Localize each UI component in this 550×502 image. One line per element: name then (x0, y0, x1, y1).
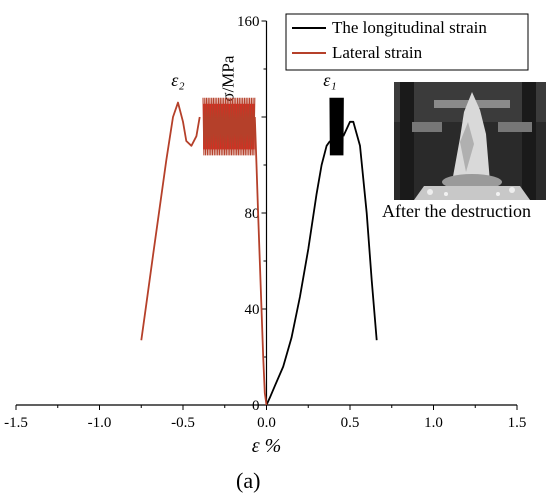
legend-label: Lateral strain (332, 43, 423, 62)
axes: -1.5 -1.0 -0.5 0.0 0.5 1.0 1.5 0 40 80 160 ε % σ/MPa (4, 14, 526, 457)
x-tick-label: 1.5 (508, 415, 527, 431)
curve-annotation: ε₁ (323, 70, 336, 90)
series-longitudinal-loading (265, 140, 331, 406)
x-tick-label: -1.5 (4, 415, 28, 431)
series-layer (140, 97, 378, 406)
annotations: ε₂ ε₁ (171, 70, 336, 90)
x-tick-label: 0.0 (257, 415, 276, 431)
x-tick-label: -1.0 (88, 415, 112, 431)
series-lateral-unloading (253, 116, 268, 406)
y-axis-label: σ/MPa (219, 55, 238, 101)
series-longitudinal-cyclic (329, 97, 344, 156)
legend: The longitudinal strain Lateral strain (285, 13, 529, 71)
y-tick-label: 0 (252, 398, 260, 414)
specimen-photo (394, 82, 546, 200)
legend-label: The longitudinal strain (332, 18, 487, 37)
x-tick-label: -0.5 (171, 415, 195, 431)
series-longitudinal-unloading (342, 120, 378, 341)
x-tick-label: 0.5 (341, 415, 360, 431)
x-tick-label: 1.0 (424, 415, 443, 431)
y-tick-label: 160 (237, 14, 260, 30)
x-axis-label: ε % (252, 435, 282, 457)
series-lateral-cyclic (202, 97, 256, 156)
series-lateral-loading (140, 101, 201, 341)
legend-box (285, 13, 529, 71)
panel-label: (a) (236, 468, 261, 493)
cyclic-loops (202, 97, 256, 156)
photo-caption: After the destruction (382, 201, 531, 221)
y-tick-label: 40 (245, 302, 260, 318)
cyclic-loops (329, 97, 344, 156)
y-tick-label: 80 (245, 206, 260, 222)
curve-annotation: ε₂ (171, 70, 184, 90)
